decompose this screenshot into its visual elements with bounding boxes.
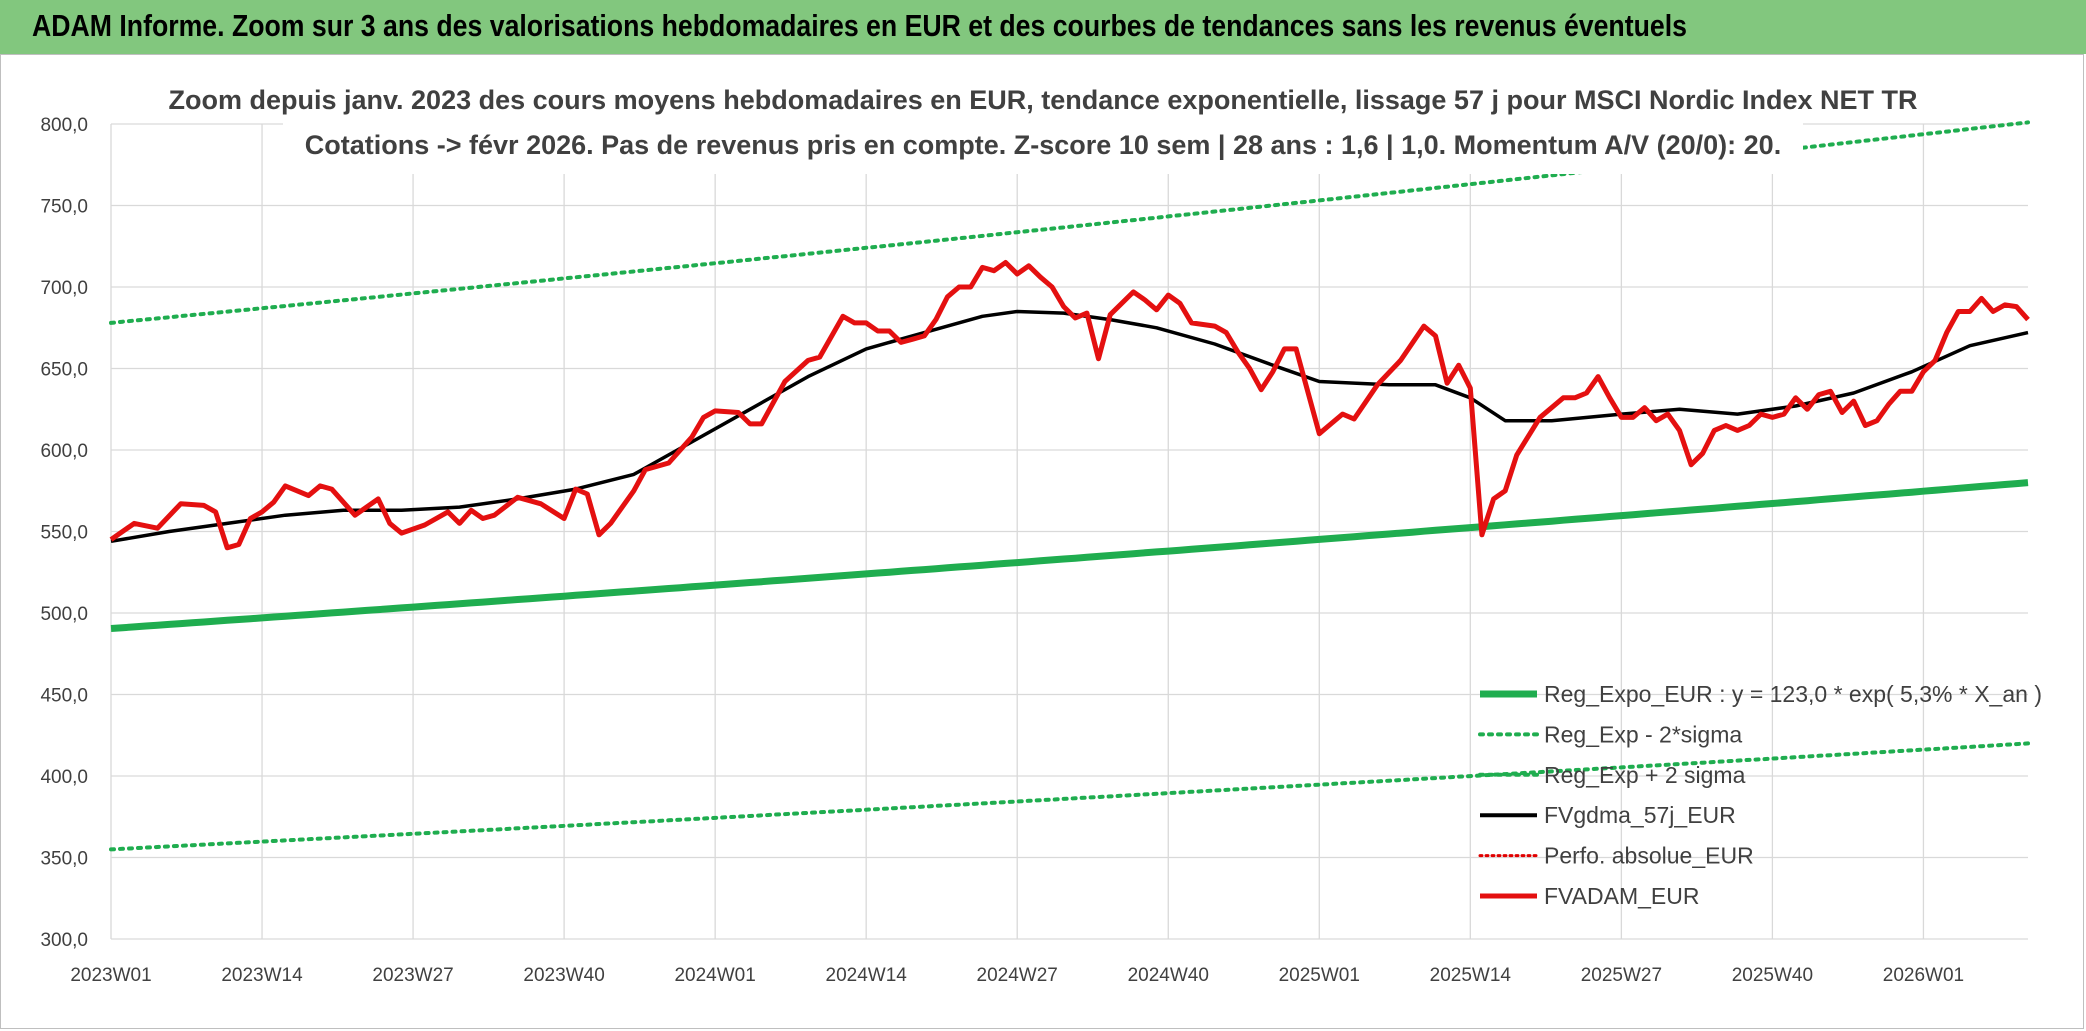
chart-title-line2: Cotations -> févr 2026. Pas de revenus p… [305, 130, 1781, 160]
legend: Reg_Expo_EUR : y = 123,0 * exp( 5,3% * X… [1478, 681, 2042, 909]
y-tick-label: 550,0 [40, 523, 88, 544]
x-axis: 2023W01 2023W14 2023W27 2023W40 2024W01 2024W… [70, 965, 1964, 986]
legend-label-high: Reg_Exp + 2 sigma [1544, 762, 1746, 788]
x-tick-label: 2023W27 [372, 965, 453, 986]
chart-frame [0, 54, 2084, 1029]
y-tick-label: 650,0 [40, 360, 88, 381]
y-tick-label: 700,0 [40, 278, 88, 299]
x-tick-label: 2023W01 [70, 965, 151, 986]
x-tick-label: 2024W01 [674, 965, 755, 986]
y-tick-label: 750,0 [40, 197, 88, 218]
report-title: ADAM Informe. Zoom sur 3 ans des valoris… [32, 8, 1687, 43]
y-axis: 300,0 350,0 400,0 450,0 500,0 550,0 600,0 650,0… [40, 115, 88, 951]
x-tick-label: 2025W27 [1581, 965, 1662, 986]
y-tick-label: 300,0 [40, 930, 88, 951]
x-tick-label: 2024W14 [826, 965, 908, 986]
series-line-fvadam [109, 260, 2030, 551]
x-tick-label: 2025W01 [1279, 965, 1360, 986]
x-tick-label: 2025W40 [1732, 965, 1813, 986]
title-background [283, 78, 1803, 174]
x-tick-label: 2023W14 [221, 965, 303, 986]
x-tick-label: 2023W40 [523, 965, 604, 986]
legend-label-reg: Reg_Expo_EUR : y = 123,0 * exp( 5,3% * X… [1544, 681, 2042, 707]
y-tick-label: 800,0 [40, 115, 88, 136]
legend-label-low: Reg_Exp - 2*sigma [1544, 721, 1742, 747]
y-tick-label: 600,0 [40, 441, 88, 462]
series-line-reg-minus-2sigma [109, 741, 2030, 852]
chart-title-line1: Zoom depuis janv. 2023 des cours moyens … [169, 85, 1918, 115]
legend-label-perf: Perfo. absolue_EUR [1544, 843, 1754, 869]
x-tick-label: 2026W01 [1883, 965, 1964, 986]
y-tick-label: 450,0 [40, 686, 88, 707]
legend-label-price: FVADAM_EUR [1544, 883, 1700, 909]
y-tick-label: 500,0 [40, 604, 88, 625]
x-tick-label: 2024W27 [977, 965, 1058, 986]
series-line-reg-expo [110, 479, 2029, 632]
x-tick-label: 2024W40 [1128, 965, 1209, 986]
y-tick-label: 350,0 [40, 849, 88, 870]
legend-label-smooth: FVgdma_57j_EUR [1544, 802, 1736, 828]
x-tick-label: 2025W14 [1430, 965, 1512, 986]
report-banner: ADAM Informe. Zoom sur 3 ans des valoris… [0, 0, 2086, 54]
y-tick-label: 400,0 [40, 767, 88, 788]
